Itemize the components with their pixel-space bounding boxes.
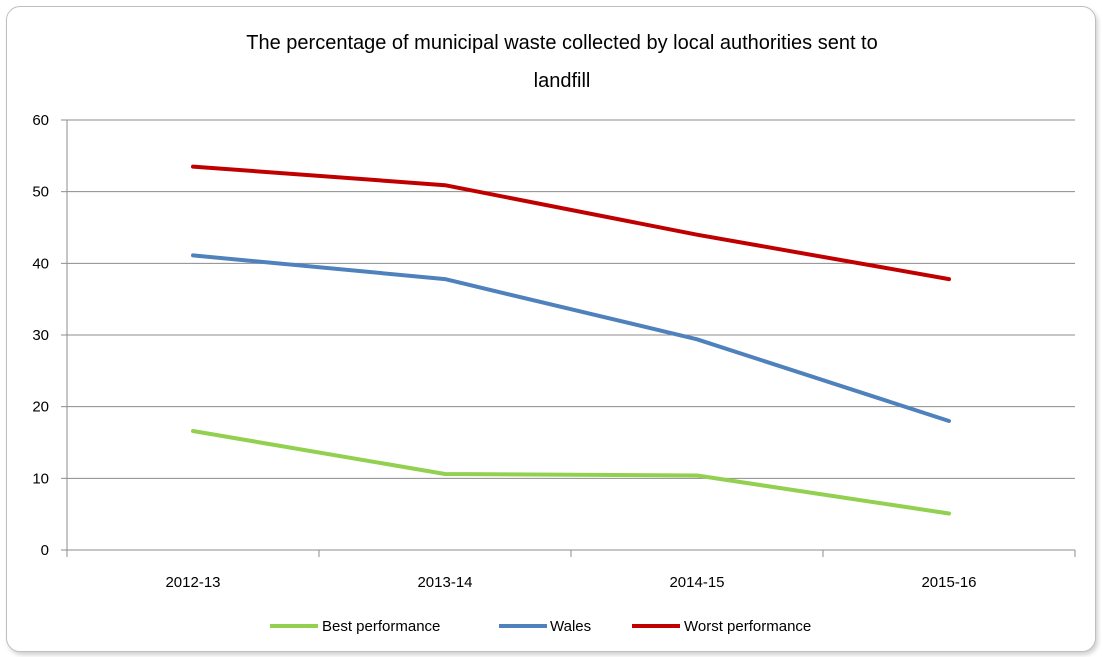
chart-title-line-2: landfill [534, 70, 591, 92]
x-tick-label-2015-16: 2015-16 [921, 574, 976, 591]
y-tick-label-30: 30 [32, 327, 49, 344]
x-tick-label-2013-14: 2013-14 [417, 574, 472, 591]
y-tick-label-0: 0 [41, 542, 49, 559]
gridlines [67, 119, 1075, 479]
x-tick-label-2012-13: 2012-13 [165, 574, 220, 591]
y-tick-label-10: 10 [32, 470, 49, 487]
series-line-worst-performance [191, 164, 951, 282]
chart-title-line-1: The percentage of municipal waste collec… [246, 32, 877, 54]
y-tick-label-60: 60 [32, 112, 49, 129]
x-axis-tick-labels: 2012-13 2013-14 2014-15 2015-16 [165, 574, 976, 591]
y-axis-tick-labels: 0 10 20 30 40 50 60 [32, 112, 49, 559]
legend-label-best-performance: Best performance [322, 618, 440, 635]
axes [61, 119, 1076, 557]
legend-label-wales: Wales [550, 618, 591, 635]
y-tick-label-20: 20 [32, 399, 49, 416]
series-line-best-performance [191, 429, 951, 516]
x-tick-label-2014-15: 2014-15 [669, 574, 724, 591]
chart-title: The percentage of municipal waste collec… [246, 32, 877, 92]
chart-frame [6, 6, 1096, 652]
series-line-wales [191, 253, 951, 423]
legend-label-worst-performance: Worst performance [684, 618, 811, 635]
series-lines [191, 164, 951, 516]
legend: Best performance Wales Worst performance [270, 618, 811, 635]
y-tick-label-40: 40 [32, 255, 49, 272]
y-tick-label-50: 50 [32, 184, 49, 201]
